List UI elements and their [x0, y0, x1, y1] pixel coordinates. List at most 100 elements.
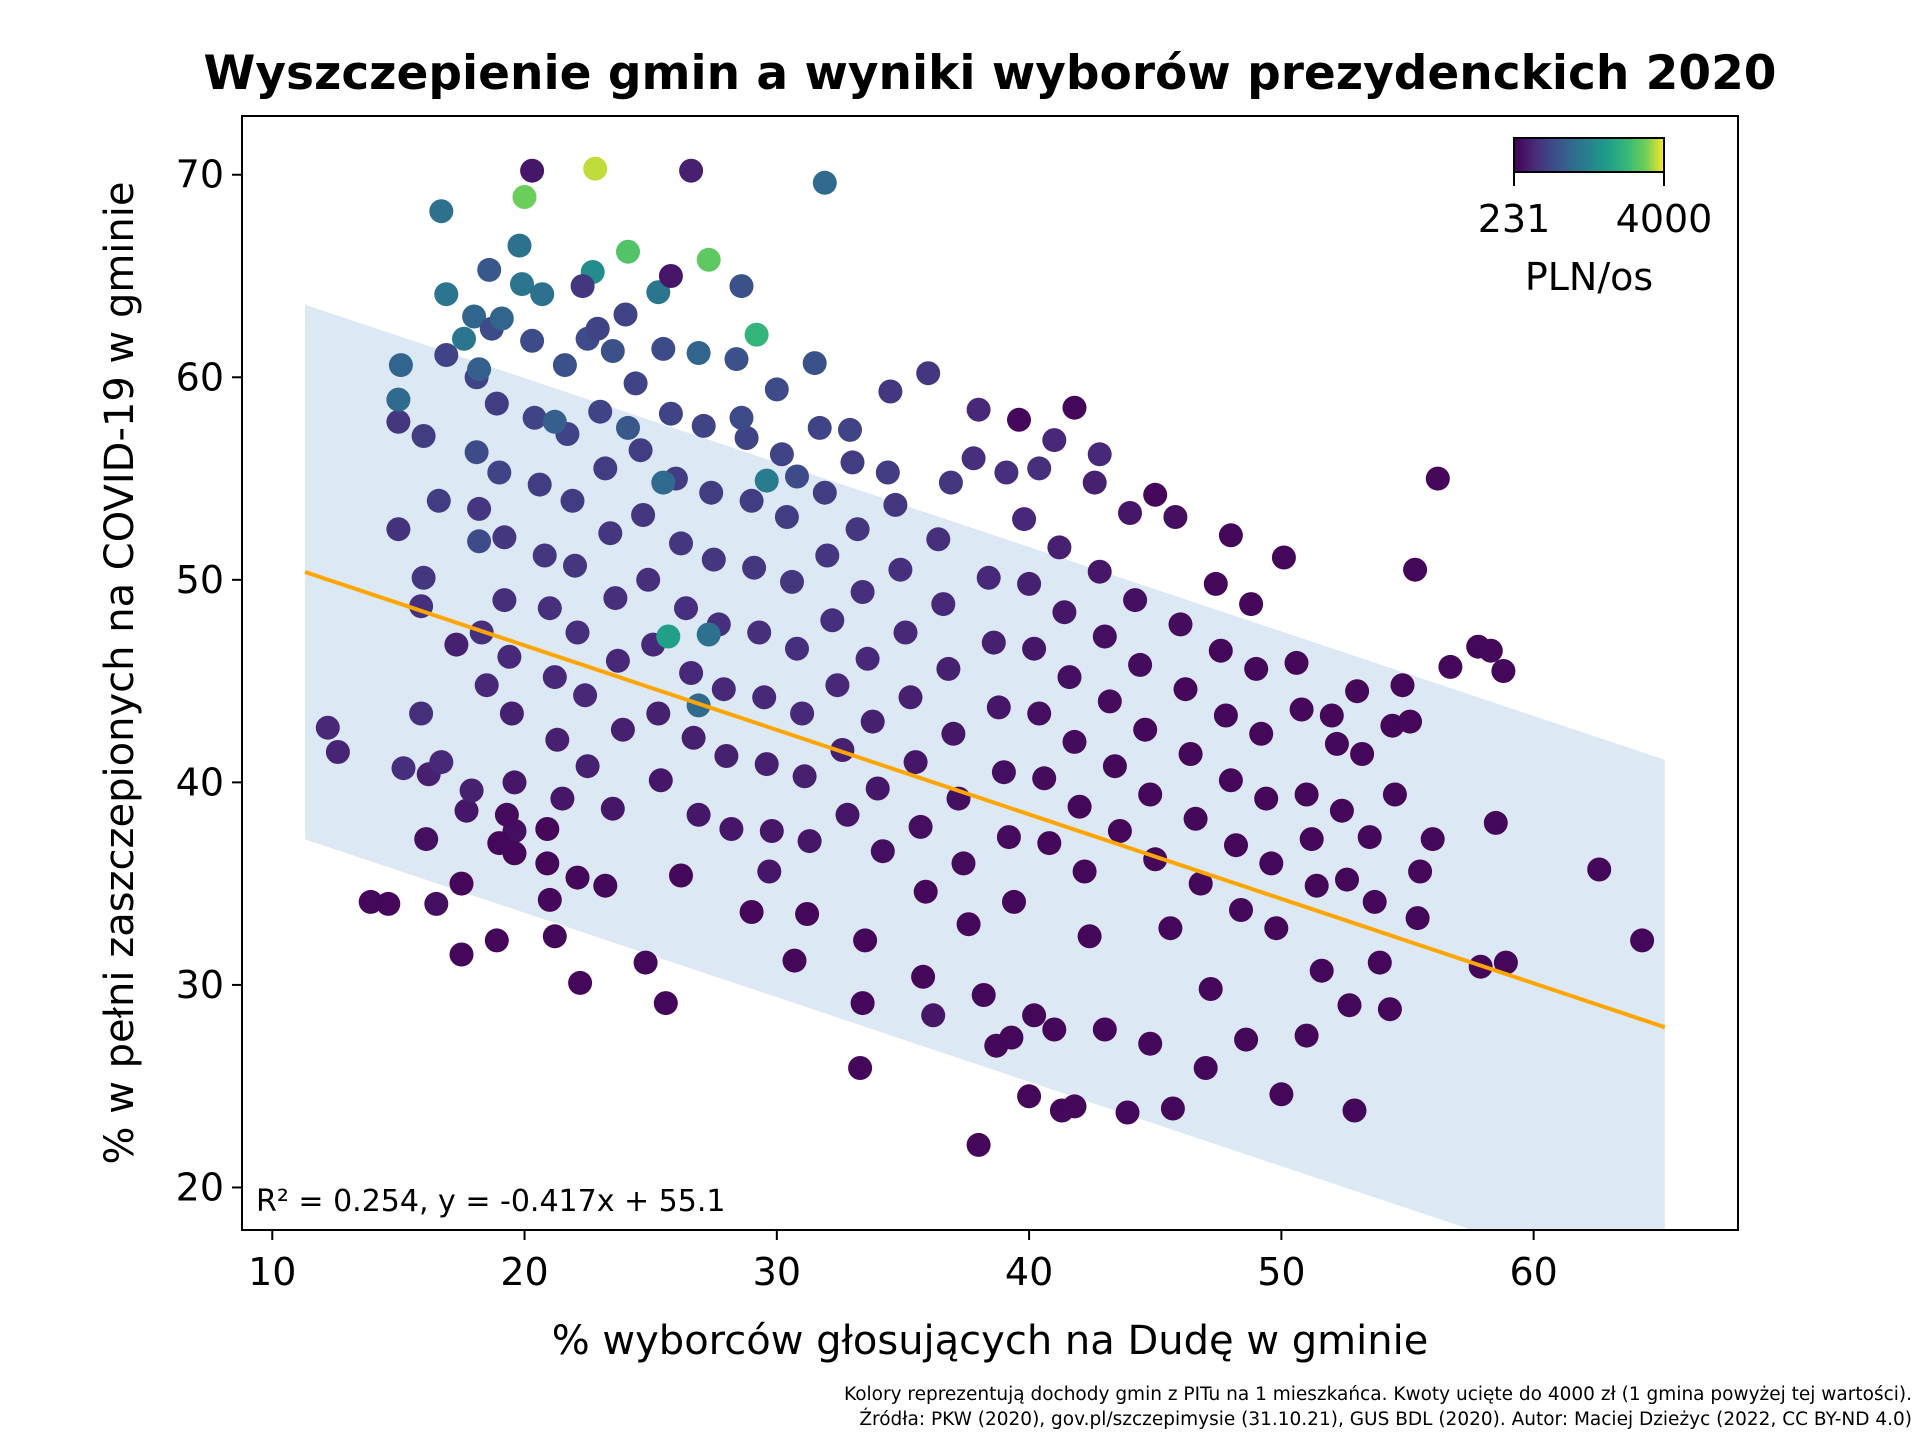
data-point: [1032, 766, 1057, 791]
data-point: [981, 630, 1006, 655]
data-point: [532, 543, 557, 568]
data-point: [729, 405, 754, 430]
data-point: [1193, 1056, 1218, 1080]
data-point: [550, 786, 575, 811]
data-point: [593, 456, 618, 481]
data-point: [815, 543, 840, 568]
data-point: [1077, 924, 1102, 949]
data-point: [860, 709, 885, 734]
data-point: [951, 851, 976, 876]
colorbar-max-label: 4000: [1616, 197, 1713, 241]
data-point: [588, 399, 613, 424]
data-point: [386, 387, 411, 412]
footer-note-line1: Kolory reprezentują dochody gmin z PITu …: [844, 1384, 1912, 1405]
data-point: [1294, 1023, 1319, 1048]
data-point: [1630, 928, 1655, 953]
data-point: [752, 685, 777, 710]
data-point: [424, 891, 449, 916]
data-point: [991, 760, 1016, 785]
data-point: [646, 701, 671, 726]
data-point: [696, 622, 721, 647]
data-point: [916, 361, 941, 386]
data-point: [1438, 654, 1463, 679]
data-point: [1367, 950, 1392, 975]
data-point: [1234, 1027, 1259, 1052]
data-point: [537, 596, 562, 621]
data-point: [956, 912, 981, 937]
x-tick-label: 10: [248, 1250, 296, 1294]
data-point: [499, 701, 524, 726]
data-point: [452, 326, 476, 351]
data-point: [875, 460, 900, 485]
data-point: [681, 725, 706, 750]
data-point: [719, 817, 744, 841]
data-point: [1345, 679, 1370, 704]
data-point: [966, 397, 991, 422]
data-point: [1168, 612, 1193, 637]
data-point: [812, 480, 837, 505]
y-tick-label: 50: [176, 558, 224, 602]
data-point: [651, 470, 676, 495]
data-point: [565, 865, 590, 890]
data-point: [1163, 505, 1188, 529]
data-point: [996, 825, 1021, 850]
data-point: [315, 715, 340, 740]
data-point: [449, 871, 474, 896]
data-point: [1118, 501, 1142, 525]
data-point: [434, 282, 459, 307]
data-point: [522, 405, 547, 430]
data-point: [938, 470, 963, 495]
data-point: [936, 656, 961, 681]
data-point: [613, 302, 638, 327]
data-point: [1478, 638, 1503, 663]
data-point: [560, 488, 585, 513]
data-point: [1037, 831, 1062, 856]
data-point: [1067, 794, 1092, 819]
data-point: [1304, 873, 1329, 898]
data-point: [1057, 665, 1082, 690]
data-point: [754, 468, 779, 493]
data-point: [1342, 1098, 1367, 1123]
data-point: [1158, 916, 1183, 941]
data-point: [1377, 997, 1402, 1022]
data-point: [1483, 810, 1508, 835]
data-point: [1390, 673, 1415, 698]
data-point: [1002, 889, 1026, 914]
data-point: [696, 247, 721, 272]
plot-frame: [241, 115, 1739, 1231]
data-point: [1027, 701, 1052, 726]
data-point: [1092, 1017, 1117, 1042]
data-point: [802, 351, 827, 376]
data-point: [411, 565, 436, 590]
data-point: [807, 415, 832, 440]
data-point: [454, 798, 479, 823]
data-point: [376, 891, 401, 916]
data-point: [669, 863, 693, 888]
data-point: [658, 264, 683, 288]
data-point: [494, 802, 519, 827]
data-point: [535, 851, 560, 876]
data-point: [545, 727, 570, 752]
data-point: [429, 750, 454, 775]
data-point: [1042, 428, 1067, 453]
data-point: [1254, 786, 1279, 811]
data-point: [444, 632, 469, 657]
data-point: [835, 802, 860, 827]
data-point: [976, 565, 1001, 590]
data-point: [966, 1132, 991, 1157]
data-point: [1082, 470, 1107, 495]
data-point: [1183, 806, 1208, 831]
data-point: [961, 446, 986, 471]
y-axis: 20 30 40 50 60 70: [176, 153, 242, 1209]
data-point: [492, 588, 517, 613]
data-point: [631, 503, 656, 527]
data-point: [1335, 867, 1359, 892]
data-point: [1350, 742, 1375, 766]
data-point: [1072, 859, 1097, 884]
data-point: [1259, 851, 1284, 876]
data-point: [679, 661, 704, 685]
data-point: [497, 644, 522, 669]
data-point: [769, 442, 794, 467]
data-point: [850, 580, 875, 604]
data-point: [388, 353, 413, 378]
